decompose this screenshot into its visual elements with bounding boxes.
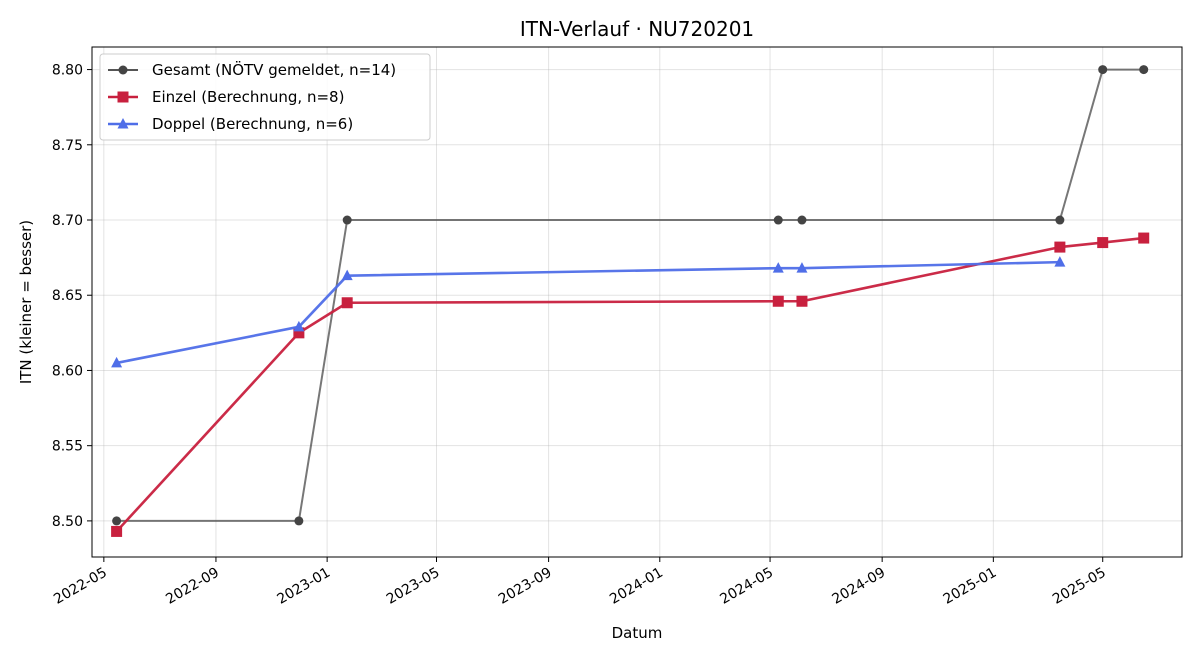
data-point [1055, 215, 1065, 225]
y-axis-label: ITN (kleiner = besser) [17, 220, 35, 384]
x-tick-label: 2024-01 [607, 565, 666, 608]
x-tick-label: 2024-09 [829, 565, 888, 608]
x-tick-label: 2024-05 [717, 565, 776, 608]
data-point [294, 516, 304, 526]
legend: Gesamt (NÖTV gemeldet, n=14) Einzel (Bere… [99, 53, 431, 141]
plot-area [111, 65, 1150, 537]
x-tick-label: 2022-09 [163, 565, 222, 608]
legend-marker [118, 65, 128, 75]
series-1 [112, 65, 1149, 526]
data-point [773, 215, 783, 225]
y-tick-label: 8.55 [52, 439, 83, 455]
data-point [796, 262, 808, 273]
data-point [1139, 65, 1149, 75]
x-tick-label: 2022-05 [51, 565, 110, 608]
x-axis: 2022-05 2022-09 2023-01 2023-05 2023-09 2024-… [51, 557, 1109, 608]
data-point [293, 327, 305, 339]
data-point [341, 297, 353, 309]
data-point [341, 269, 353, 281]
legend-item: Einzel (Berechnung, n=8) [108, 88, 344, 106]
x-axis-label: Datum [612, 624, 663, 642]
data-point [772, 295, 784, 307]
x-tick-label: 2023-09 [496, 565, 555, 608]
x-tick-label: 2025-01 [941, 565, 1000, 608]
data-point [1138, 232, 1150, 244]
data-point [111, 356, 123, 368]
data-point [111, 525, 123, 537]
data-point [1054, 256, 1066, 267]
y-tick-label: 8.80 [52, 63, 83, 79]
x-tick-label: 2023-01 [274, 565, 333, 608]
data-point [342, 215, 352, 225]
y-tick-label: 8.70 [52, 213, 83, 229]
series-2 [111, 232, 1150, 537]
legend-item: Gesamt (NÖTV gemeldet, n=14) [108, 60, 396, 79]
y-tick-label: 8.75 [52, 138, 83, 154]
series-line [116, 260, 1060, 365]
chart-title: ITN-Verlauf · NU720201 [520, 17, 754, 41]
series-line [115, 236, 1144, 533]
data-point [293, 320, 305, 332]
data-point [772, 262, 784, 273]
series-line [116, 68, 1144, 522]
legend-label: Einzel (Berechnung, n=8) [152, 88, 344, 106]
y-tick-label: 8.60 [52, 363, 83, 379]
data-point [1097, 237, 1109, 249]
y-axis: 8.50 8.55 8.60 8.65 8.70 8.75 8.80 [52, 63, 92, 530]
y-tick-label: 8.50 [52, 514, 83, 530]
legend-box [99, 53, 431, 141]
legend-label: Gesamt (NÖTV gemeldet, n=14) [152, 60, 396, 79]
data-point [1054, 241, 1066, 253]
legend-label: Doppel (Berechnung, n=6) [152, 115, 353, 133]
data-point [796, 295, 808, 307]
data-point [1098, 65, 1108, 75]
legend-item: Doppel (Berechnung, n=6) [108, 115, 353, 133]
data-point [797, 215, 807, 225]
legend-marker [117, 118, 129, 129]
legend-marker [117, 91, 129, 103]
series-3 [111, 256, 1066, 368]
y-tick-label: 8.65 [52, 288, 83, 304]
plot-frame [91, 46, 1183, 558]
data-point [112, 516, 122, 526]
x-tick-label: 2023-05 [384, 565, 443, 608]
x-tick-label: 2025-05 [1050, 565, 1109, 608]
